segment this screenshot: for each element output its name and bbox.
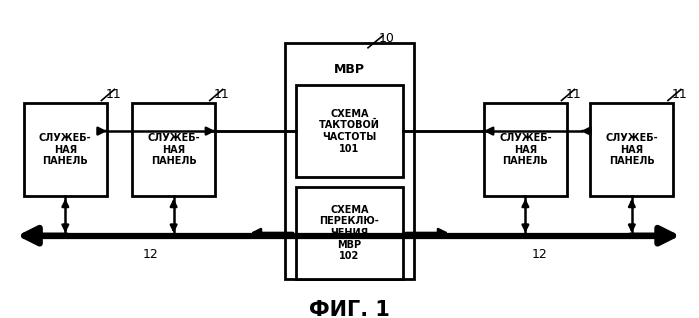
- Text: 12: 12: [143, 248, 159, 261]
- Bar: [296, 85, 403, 177]
- Text: 11: 11: [214, 87, 230, 100]
- Text: 11: 11: [672, 87, 688, 100]
- Text: СХЕМА
ПЕРЕКЛЮ-
ЧЕНИЯ
МВР
102: СХЕМА ПЕРЕКЛЮ- ЧЕНИЯ МВР 102: [319, 205, 380, 261]
- Bar: [24, 103, 107, 196]
- Text: 11: 11: [565, 87, 582, 100]
- Bar: [296, 187, 403, 279]
- Text: СЛУЖЕБ-
НАЯ
ПАНЕЛЬ: СЛУЖЕБ- НАЯ ПАНЕЛЬ: [39, 133, 92, 166]
- Text: ФИГ. 1: ФИГ. 1: [309, 301, 390, 318]
- Bar: [284, 43, 415, 279]
- Text: СЛУЖЕБ-
НАЯ
ПАНЕЛЬ: СЛУЖЕБ- НАЯ ПАНЕЛЬ: [499, 133, 552, 166]
- Text: 11: 11: [106, 87, 122, 100]
- Text: СЛУЖЕБ-
НАЯ
ПАНЕЛЬ: СЛУЖЕБ- НАЯ ПАНЕЛЬ: [605, 133, 658, 166]
- Bar: [590, 103, 674, 196]
- Text: 10: 10: [379, 32, 394, 45]
- Bar: [132, 103, 215, 196]
- Text: СЛУЖЕБ-
НАЯ
ПАНЕЛЬ: СЛУЖЕБ- НАЯ ПАНЕЛЬ: [147, 133, 200, 166]
- Text: СХЕМА
ТАКТОВОЙ
ЧАСТОТЫ
101: СХЕМА ТАКТОВОЙ ЧАСТОТЫ 101: [319, 109, 380, 154]
- Text: 12: 12: [531, 248, 547, 261]
- Text: МВР: МВР: [334, 63, 365, 76]
- Bar: [484, 103, 567, 196]
